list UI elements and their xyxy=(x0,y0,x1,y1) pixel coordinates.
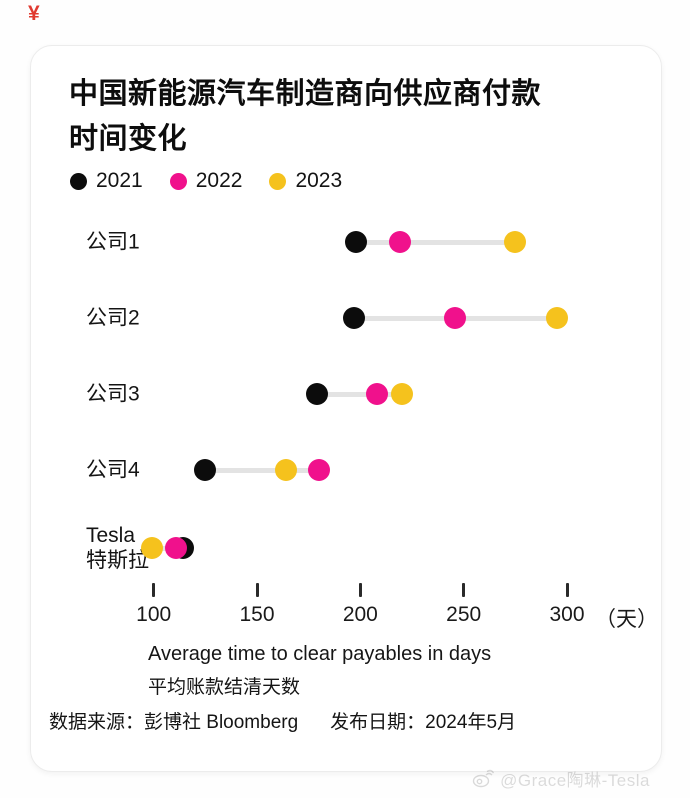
legend-dot-2023 xyxy=(269,172,287,190)
chart-title-line1: 中国新能源汽车制造商向供应商付款 xyxy=(69,78,542,110)
chart-legend: 2021 2022 2023 xyxy=(70,169,342,193)
legend-item-2023: 2023 xyxy=(269,169,342,193)
x-axis-tick-label: 250 xyxy=(446,603,482,626)
legend-dot-2021 xyxy=(70,172,87,190)
category-label-line: 公司3 xyxy=(86,382,140,406)
legend-label: 2021 xyxy=(96,169,143,192)
data-point-2022 xyxy=(388,231,411,253)
legend-item-2021: 2021 xyxy=(70,169,143,193)
data-point-2023 xyxy=(140,537,163,559)
connector-line xyxy=(356,239,516,245)
category-label: 公司3 xyxy=(86,382,140,407)
x-axis-unit-label: （天） xyxy=(595,608,658,631)
weibo-icon xyxy=(472,769,495,788)
category-label-line: 公司1 xyxy=(86,230,140,254)
category-label: 公司2 xyxy=(86,306,140,331)
watermark-text: @Grace陶琳-Tesla xyxy=(500,771,650,790)
category-label-line: 公司2 xyxy=(86,306,140,330)
data-point-2023 xyxy=(274,459,297,481)
category-label: 公司4 xyxy=(86,458,140,483)
legend-dot-2022 xyxy=(169,172,187,190)
x-axis-label-zh: 平均账款结清天数 xyxy=(148,677,301,698)
category-label-line: Tesla xyxy=(86,524,136,547)
x-axis-tick-label: 100 xyxy=(136,603,172,626)
legend-label: 2023 xyxy=(295,169,343,192)
data-point-2023 xyxy=(390,383,413,405)
data-point-2022 xyxy=(444,307,467,329)
category-label-line: 特斯拉 xyxy=(86,549,149,572)
data-point-2021 xyxy=(343,307,366,329)
data-point-2022 xyxy=(365,383,388,405)
data-point-2021 xyxy=(194,459,217,481)
x-axis-tick xyxy=(152,583,156,597)
category-label: 公司1 xyxy=(86,230,140,255)
source-note: 数据来源：彭博社 Bloomberg 发布日期：2024年5月 xyxy=(49,707,516,734)
chart-card: 中国新能源汽车制造商向供应商付款 时间变化 2021 2022 2023 公司1 公司… xyxy=(30,45,662,772)
chart-title-line2: 时间变化 xyxy=(69,123,188,155)
data-point-2022 xyxy=(165,537,188,559)
data-point-2023 xyxy=(504,231,527,253)
x-axis-tick-label: 200 xyxy=(342,603,378,626)
category-label: Tesla 特斯拉 xyxy=(86,523,149,573)
x-axis-tick xyxy=(462,583,466,597)
x-axis-tick xyxy=(358,583,362,597)
data-source-label: 数据来源：彭博社 Bloomberg xyxy=(49,712,299,733)
chart-title: 中国新能源汽车制造商向供应商付款 时间变化 xyxy=(69,72,541,162)
plot-area: 公司1 公司2 公司3 公司4 Tesla 特斯拉 xyxy=(31,46,661,771)
x-axis-label-en: Average time to clear payables in days xyxy=(148,643,492,665)
x-axis-tick xyxy=(255,583,259,597)
watermark: @Grace陶琳-Tesla xyxy=(472,766,650,791)
legend-label: 2022 xyxy=(195,169,243,192)
x-axis-tick-label: 150 xyxy=(239,603,275,626)
connector-line xyxy=(205,467,320,473)
connector-line xyxy=(316,391,402,397)
publish-date-label: 发布日期：2024年5月 xyxy=(330,712,517,733)
category-label-line: 公司4 xyxy=(86,458,140,482)
legend-item-2022: 2022 xyxy=(169,169,243,193)
data-point-2021 xyxy=(305,383,328,405)
x-axis-tick xyxy=(565,583,569,597)
data-point-2022 xyxy=(308,459,331,481)
x-axis-tick-label: 300 xyxy=(549,603,585,626)
data-point-2021 xyxy=(345,231,368,253)
currency-corner-mark: ¥ xyxy=(28,2,40,25)
data-point-2023 xyxy=(545,307,568,329)
